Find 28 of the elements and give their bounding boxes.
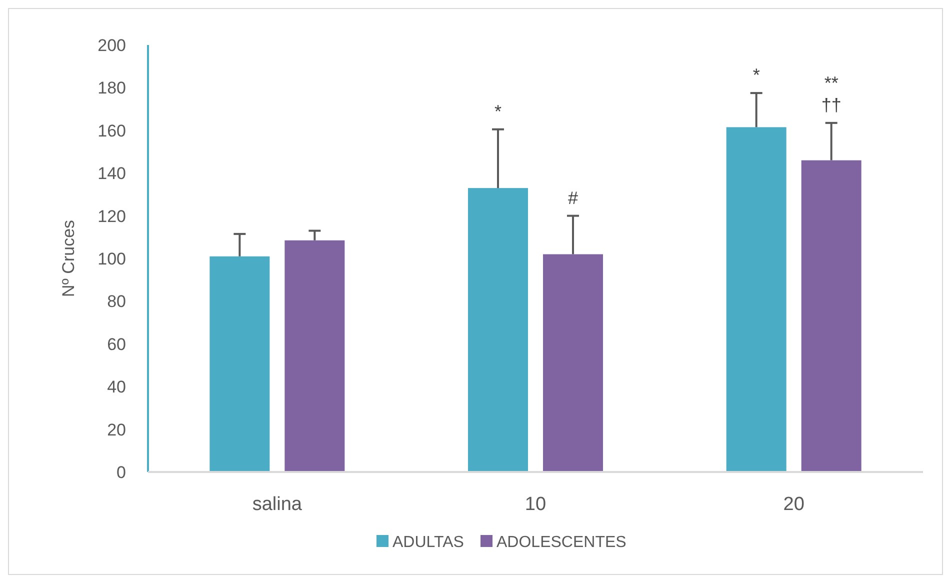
x-tick-label: 20: [783, 494, 804, 515]
y-tick-label: 140: [98, 164, 126, 184]
y-tick-label: 160: [98, 121, 126, 140]
annotation: ††: [821, 94, 842, 115]
y-tick-label: 80: [107, 292, 126, 312]
y-tick-label: 100: [98, 249, 126, 268]
bar: [726, 127, 786, 472]
legend-label: ADULTAS: [392, 534, 464, 551]
y-tick-label: 120: [98, 206, 126, 226]
y-tick-label: 0: [116, 462, 126, 482]
legend-label: ADOLESCENTES: [496, 534, 626, 551]
bar: [284, 240, 345, 472]
bar: [210, 256, 270, 472]
annotation: #: [568, 188, 578, 208]
x-tick-label: salina: [252, 494, 302, 515]
y-axis-title: Nº Cruces: [59, 220, 78, 298]
bar: [543, 254, 603, 472]
y-tick-label: 60: [107, 334, 126, 354]
y-tick-label: 180: [98, 78, 126, 98]
annotation: **: [824, 72, 838, 93]
y-tick-label: 40: [107, 378, 126, 397]
annotation: *: [494, 101, 502, 122]
bar: [468, 188, 528, 472]
annotation: *: [752, 65, 760, 86]
x-tick-label: 10: [524, 494, 546, 515]
bar: [801, 160, 862, 472]
y-tick-label: 200: [98, 36, 126, 55]
y-tick-label: 20: [107, 420, 126, 440]
